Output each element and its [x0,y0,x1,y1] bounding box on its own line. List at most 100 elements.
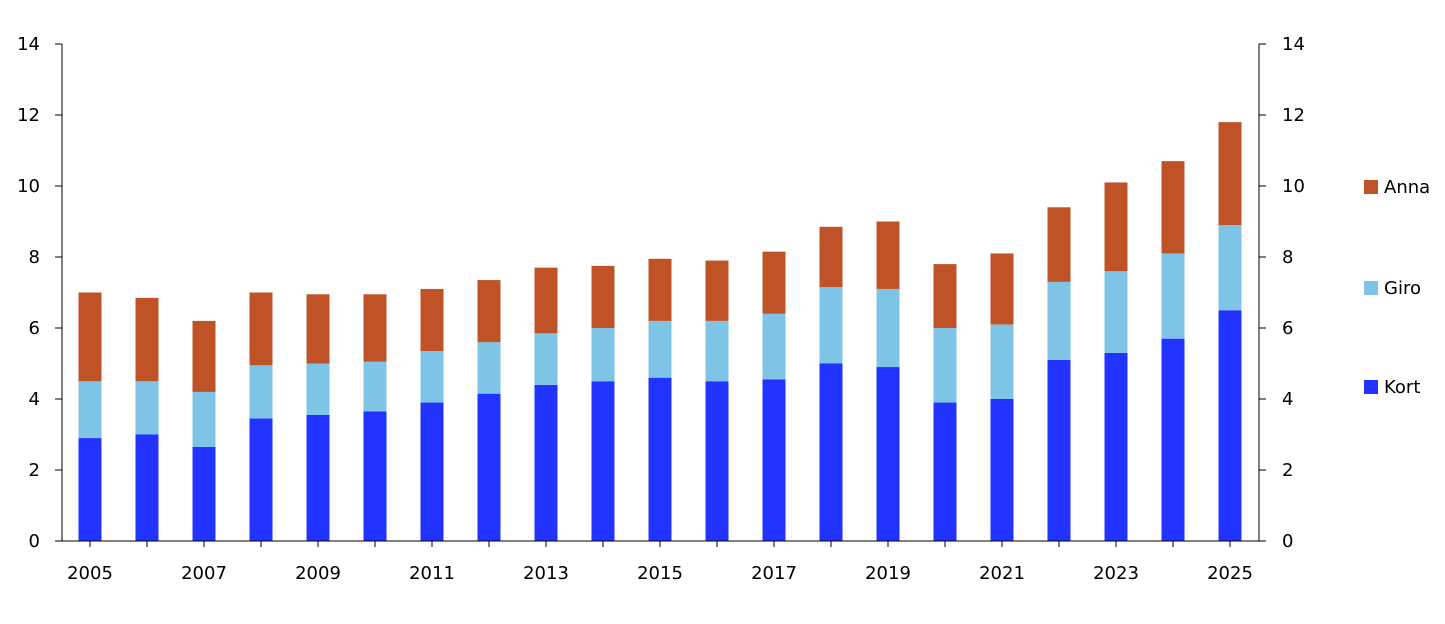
bar-anna-2010 [363,294,387,362]
bar-anna-2015 [648,258,672,321]
bar-kort-2024 [1161,338,1185,541]
y-tick-label-right: 14 [1282,34,1305,55]
bar-anna-2021 [990,253,1014,325]
y-tick-label-left: 0 [29,531,40,552]
bar-giro-2010 [363,361,387,412]
bar-kort-2008 [249,418,273,541]
x-tick-label: 2019 [865,563,911,584]
bar-giro-2007 [192,391,216,447]
bar-giro-2009 [306,363,330,415]
bar-giro-2025 [1218,225,1242,311]
bar-kort-2010 [363,411,387,541]
bar-anna-2022 [1047,207,1071,282]
bar-giro-2022 [1047,281,1071,360]
bar-anna-2017 [762,251,786,314]
bar-kort-2015 [648,377,672,541]
y-axis-right: 0 2 4 6 8 10 12 14 [1259,34,1305,552]
y-tick-label-right: 10 [1282,176,1305,197]
y-tick-label-left: 10 [17,176,40,197]
bar-kort-2007 [192,446,216,541]
bar-anna-2005 [78,292,102,382]
bar-anna-2018 [819,226,843,288]
x-tick-label: 2009 [295,563,341,584]
bar-anna-2011 [420,288,444,352]
x-axis: 2005 2007 2009 2011 2013 2015 2017 2019 2021 2023… [67,541,1253,584]
bar-giro-2008 [249,365,273,419]
x-tick-label: 2007 [181,563,227,584]
y-tick-label-right: 0 [1282,531,1293,552]
legend: Anna Giro Kort [1364,177,1430,398]
bar-giro-2017 [762,313,786,380]
bar-kort-2025 [1218,310,1242,541]
bar-giro-2011 [420,351,444,403]
bar-anna-2025 [1218,122,1242,226]
bar-giro-2021 [990,324,1014,399]
bar-anna-2013 [534,267,558,334]
bar-kort-2022 [1047,359,1071,541]
x-tick-label: 2015 [637,563,683,584]
x-tick-label: 2025 [1207,563,1253,584]
legend-label-anna: Anna [1384,177,1430,198]
x-tick-label: 2013 [523,563,569,584]
y-tick-label-left: 14 [17,34,40,55]
y-tick-label-right: 4 [1282,389,1293,410]
bars-layer [78,122,1242,541]
bar-giro-2005 [78,381,102,439]
bar-anna-2012 [477,280,501,343]
bar-giro-2016 [705,320,729,382]
bar-anna-2024 [1161,161,1185,254]
x-tick-label: 2005 [67,563,113,584]
bar-kort-2006 [135,434,159,541]
bar-giro-2012 [477,342,501,394]
x-tick-label: 2021 [979,563,1025,584]
legend-swatch-giro [1364,281,1378,295]
bar-kort-2020 [933,402,957,541]
bar-giro-2014 [591,328,615,382]
bar-anna-2009 [306,294,330,364]
legend-swatch-anna [1364,180,1378,194]
y-tick-label-left: 8 [29,247,40,268]
bar-kort-2019 [876,367,900,541]
y-tick-label-right: 2 [1282,460,1293,481]
bar-kort-2011 [420,402,444,541]
bar-giro-2024 [1161,253,1185,339]
y-tick-label-left: 6 [29,318,40,339]
legend-label-giro: Giro [1384,278,1421,299]
y-tick-label-left: 2 [29,460,40,481]
bar-kort-2009 [306,414,330,541]
y-tick-label-right: 8 [1282,247,1293,268]
bar-kort-2017 [762,379,786,541]
y-tick-label-left: 12 [17,105,40,126]
bar-kort-2013 [534,384,558,541]
bar-kort-2021 [990,399,1014,541]
bar-kort-2018 [819,363,843,541]
legend-label-kort: Kort [1384,377,1420,398]
bar-giro-2015 [648,320,672,378]
bar-giro-2023 [1104,271,1128,353]
bar-giro-2020 [933,328,957,403]
bar-kort-2012 [477,393,501,541]
bar-anna-2019 [876,221,900,289]
y-tick-label-left: 4 [29,389,40,410]
bar-anna-2008 [249,292,273,366]
bar-giro-2019 [876,288,900,368]
bar-kort-2016 [705,381,729,541]
bar-kort-2023 [1104,352,1128,541]
x-tick-label: 2011 [409,563,455,584]
x-tick-label: 2017 [751,563,797,584]
bar-giro-2018 [819,287,843,364]
y-axis-left: 0 2 4 6 8 10 12 14 [17,34,62,552]
legend-swatch-kort [1364,380,1378,394]
y-tick-label-right: 12 [1282,105,1305,126]
bar-kort-2005 [78,438,102,541]
bar-anna-2016 [705,260,729,321]
y-tick-label-right: 6 [1282,318,1293,339]
bar-kort-2014 [591,381,615,541]
bar-anna-2014 [591,265,615,329]
x-tick-label: 2023 [1093,563,1139,584]
bar-anna-2023 [1104,182,1128,272]
bar-anna-2007 [192,320,216,392]
bar-anna-2006 [135,297,159,382]
bar-giro-2006 [135,381,159,435]
